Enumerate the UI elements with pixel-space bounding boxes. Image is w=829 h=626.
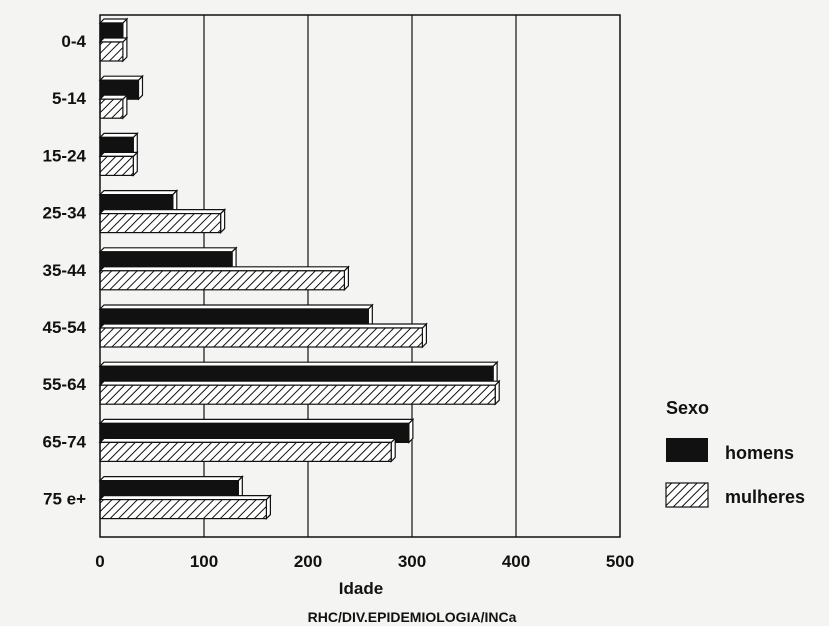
bar-top — [98, 437, 397, 443]
y-category-label: 55-64 — [43, 375, 87, 394]
legend: Sexo homens mulheres — [665, 398, 805, 508]
bar-top — [98, 151, 139, 157]
y-category-label: 45-54 — [43, 318, 87, 337]
plot-frame — [99, 14, 621, 538]
x-tick-label: 100 — [190, 552, 218, 571]
bar-front — [99, 270, 345, 291]
bar-mulheres-45-54 — [98, 322, 428, 349]
bar-mulheres-25-34 — [98, 208, 227, 235]
bar-top — [98, 418, 415, 424]
bar-top — [98, 495, 272, 501]
bar-mulheres-15-24 — [98, 150, 139, 177]
x-tick-label: 200 — [294, 552, 322, 571]
x-tick-label: 400 — [502, 552, 530, 571]
legend-title: Sexo — [666, 398, 709, 418]
y-category-label: 15-24 — [43, 146, 87, 165]
y-category-label: 35-44 — [43, 261, 87, 280]
bar-mulheres-75 e+ — [98, 494, 272, 521]
bar-top — [98, 380, 501, 386]
bar-top — [98, 266, 350, 272]
bar-front — [99, 98, 124, 119]
bars — [98, 17, 501, 521]
y-category-label: 0-4 — [61, 32, 86, 51]
bar-mulheres-55-64 — [98, 379, 501, 406]
bar-top — [98, 476, 244, 482]
bar-top — [98, 323, 428, 329]
bar-front — [99, 327, 423, 348]
bar-mulheres-65-74 — [98, 436, 397, 463]
bar-front — [99, 441, 392, 462]
y-category-labels: 0-4 5-14 15-24 25-34 35-44 45-54 55-64 65-74 75 … — [43, 32, 87, 509]
x-tick-label: 0 — [95, 552, 104, 571]
x-tick-labels: 0 100 200 300 400 500 — [95, 552, 634, 571]
bar-front — [99, 155, 134, 176]
bar-top — [98, 190, 179, 196]
bar-top — [98, 209, 227, 215]
bar-mulheres-0-4 — [98, 36, 129, 63]
bar-front — [99, 384, 496, 405]
bar-front — [99, 213, 222, 234]
x-tick-label: 300 — [398, 552, 426, 571]
y-category-label: 65-74 — [43, 432, 87, 451]
legend-swatch-mulheres — [665, 482, 709, 508]
y-category-label: 5-14 — [52, 89, 87, 108]
bar-homens-35-44 — [98, 246, 238, 273]
bar-top — [98, 304, 374, 310]
y-category-label: 75 e+ — [43, 490, 86, 509]
y-category-label: 25-34 — [43, 204, 87, 223]
source-note: RHC/DIV.EPIDEMIOLOGIA/INCa — [308, 609, 517, 625]
x-axis-title: Idade — [339, 579, 383, 598]
bar-front — [99, 41, 124, 62]
legend-label-homens: homens — [725, 443, 794, 463]
bar-top — [98, 132, 139, 138]
legend-swatch-homens — [666, 438, 708, 462]
bar-top — [98, 361, 499, 367]
bar-mulheres-35-44 — [98, 265, 350, 292]
x-tick-label: 500 — [606, 552, 634, 571]
legend-label-mulheres: mulheres — [725, 487, 805, 507]
bar-homens-5-14 — [98, 74, 144, 101]
bar-mulheres-5-14 — [98, 93, 129, 120]
bar-front — [99, 499, 267, 520]
